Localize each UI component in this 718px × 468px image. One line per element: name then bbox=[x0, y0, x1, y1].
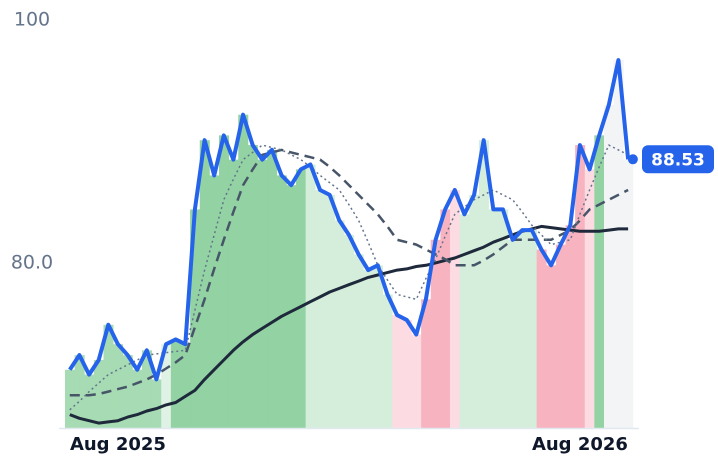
last-value-badge bbox=[642, 145, 714, 174]
zone-fill bbox=[488, 209, 499, 428]
zone-fill bbox=[65, 369, 76, 428]
zone-fill bbox=[344, 234, 355, 428]
zone-fill bbox=[161, 344, 172, 428]
zone-fill bbox=[373, 265, 384, 428]
zone-fill bbox=[498, 209, 509, 428]
x-tick-label: Aug 2026 bbox=[532, 434, 628, 455]
last-point bbox=[627, 154, 638, 165]
zone-fill bbox=[575, 145, 586, 429]
zone-fill bbox=[392, 315, 403, 428]
zone-fill bbox=[296, 169, 307, 428]
zone-fill bbox=[527, 230, 538, 428]
zone-fill bbox=[459, 214, 470, 428]
zone-fill bbox=[353, 254, 364, 428]
zone-fill bbox=[93, 360, 104, 428]
y-tick-label: 100 bbox=[14, 9, 50, 31]
zone-fill bbox=[382, 294, 393, 428]
y-tick-label: 80.0 bbox=[11, 251, 53, 273]
zone-fill bbox=[440, 209, 451, 428]
zone-fill bbox=[450, 190, 461, 428]
x-tick-label: Aug 2025 bbox=[70, 434, 166, 455]
zone-fill bbox=[122, 355, 133, 428]
zone-fill bbox=[170, 339, 181, 428]
zone-fill bbox=[103, 324, 114, 428]
zone-fill bbox=[219, 135, 230, 428]
zone-fill bbox=[613, 60, 624, 428]
zone-fill bbox=[334, 220, 345, 428]
zone-fill bbox=[536, 249, 547, 428]
zone-fill bbox=[430, 239, 441, 428]
zone-fill bbox=[190, 209, 201, 428]
zone-fill bbox=[286, 185, 297, 428]
zone-fill bbox=[324, 194, 335, 428]
zone-fill bbox=[247, 145, 258, 429]
series-line bbox=[68, 58, 631, 382]
zone-fill bbox=[411, 334, 422, 428]
zone-fill bbox=[74, 355, 85, 428]
zone-fill bbox=[363, 270, 374, 428]
zone-fill bbox=[267, 149, 278, 428]
zone-fill bbox=[469, 194, 480, 428]
zone-fill bbox=[276, 175, 287, 428]
zone-fill bbox=[132, 369, 143, 428]
zone-fill bbox=[257, 159, 268, 428]
zone-fill bbox=[594, 135, 605, 428]
last-value-label: 88.53 bbox=[651, 150, 705, 170]
zone-fill bbox=[209, 175, 220, 428]
zone-fill bbox=[421, 299, 432, 428]
zone-fill bbox=[546, 265, 557, 428]
zone-fill bbox=[565, 225, 576, 428]
zone-fill bbox=[84, 374, 95, 428]
zone-fill bbox=[623, 159, 634, 428]
zone-fill bbox=[507, 239, 518, 428]
zone-fill bbox=[113, 344, 124, 428]
zone-fill bbox=[142, 350, 153, 428]
zone-fill bbox=[604, 105, 615, 428]
zone-fill bbox=[517, 230, 528, 428]
zone-fill bbox=[199, 140, 210, 428]
zone-fill bbox=[238, 114, 249, 428]
zone-fill bbox=[555, 244, 566, 428]
zone-fill bbox=[228, 159, 239, 428]
zone-fill bbox=[315, 190, 326, 428]
zone-fill bbox=[478, 140, 489, 428]
zone-fill bbox=[584, 169, 595, 428]
zone-fill bbox=[401, 319, 412, 428]
zone-fill bbox=[180, 344, 191, 428]
zone-fill bbox=[151, 379, 162, 428]
zone-fill bbox=[305, 164, 316, 428]
